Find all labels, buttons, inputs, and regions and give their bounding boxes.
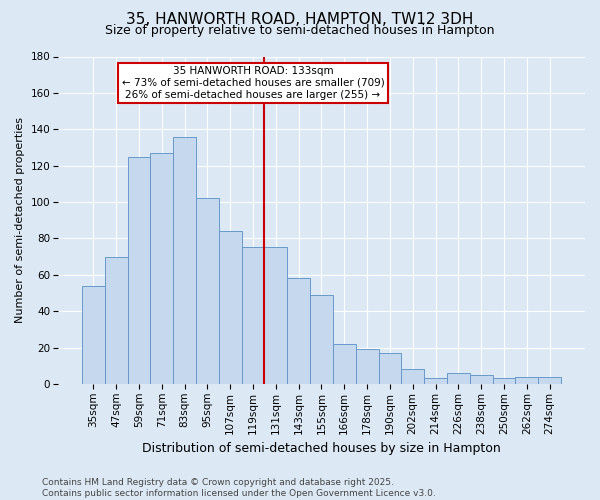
Bar (219, 231, 242, 384)
Y-axis label: Number of semi-detached properties: Number of semi-detached properties (15, 117, 25, 323)
Bar (401, 370, 424, 384)
Bar (151, 153, 173, 384)
Text: Contains HM Land Registry data © Crown copyright and database right 2025.
Contai: Contains HM Land Registry data © Crown c… (42, 478, 436, 498)
Bar (242, 248, 265, 384)
Bar (493, 378, 515, 384)
Bar (333, 344, 356, 384)
Bar (379, 353, 401, 384)
Bar (538, 376, 561, 384)
Text: 35, HANWORTH ROAD, HAMPTON, TW12 3DH: 35, HANWORTH ROAD, HAMPTON, TW12 3DH (127, 12, 473, 28)
Bar (82, 286, 105, 384)
Text: 35 HANWORTH ROAD: 133sqm
← 73% of semi-detached houses are smaller (709)
26% of : 35 HANWORTH ROAD: 133sqm ← 73% of semi-d… (122, 66, 385, 100)
Bar (105, 256, 128, 384)
X-axis label: Distribution of semi-detached houses by size in Hampton: Distribution of semi-detached houses by … (142, 442, 501, 455)
Bar (196, 198, 219, 384)
Bar (265, 248, 287, 384)
Bar (310, 295, 333, 384)
Bar (447, 373, 470, 384)
Bar (356, 350, 379, 384)
Bar (287, 278, 310, 384)
Bar (515, 376, 538, 384)
Bar (128, 156, 151, 384)
Bar (470, 375, 493, 384)
Text: Size of property relative to semi-detached houses in Hampton: Size of property relative to semi-detach… (105, 24, 495, 37)
Bar (173, 136, 196, 384)
Bar (424, 378, 447, 384)
